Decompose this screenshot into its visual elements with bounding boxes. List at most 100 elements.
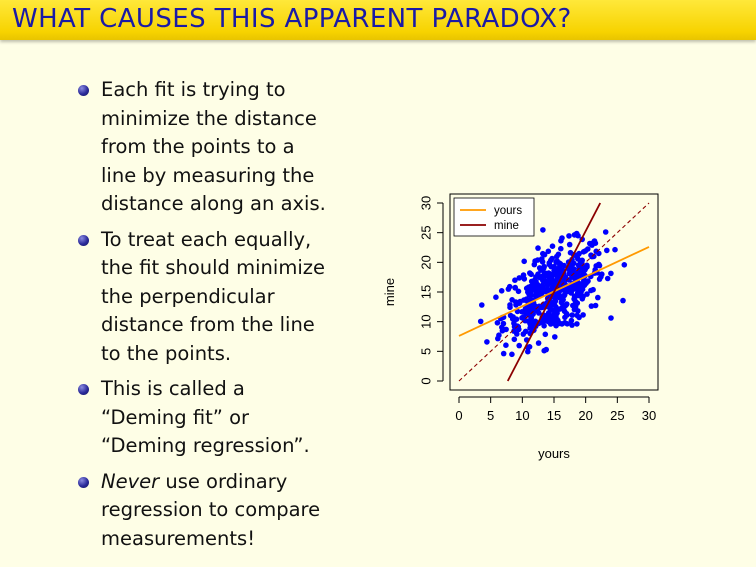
x-tick-label: 20 [578,408,592,423]
data-point [547,280,554,286]
data-point [592,302,599,309]
data-point [552,312,559,318]
data-point [568,317,575,324]
bullet-text: Each fit is trying to minimize the distan… [101,78,326,215]
data-point [559,305,565,312]
data-point [528,323,535,329]
data-point [569,322,575,328]
data-point [538,267,544,273]
data-point [527,304,534,310]
data-point [477,318,484,325]
data-point [578,290,584,296]
data-point [574,300,581,306]
data-point [564,301,570,307]
data-point [575,232,581,239]
data-point [574,321,580,327]
data-point [575,308,581,314]
data-point [591,238,598,244]
y-tick-label: 10 [418,314,433,328]
data-point [541,347,547,354]
data-point [546,261,553,268]
y-axis: 0 5 10 15 20 25 30 [418,196,444,385]
data-point [515,288,522,295]
x-tick-label: 25 [610,408,624,423]
data-point [596,262,603,269]
data-point [535,245,541,251]
y-tick-label: 15 [418,285,433,299]
bullet-text: This is called a “Deming fit” or “Deming r… [101,377,310,457]
bullet-item: To treat each equally, the fit should min… [76,226,356,369]
data-point [621,262,628,268]
data-point [494,320,501,326]
bullet-item: Never use ordinary regression to compare m… [76,468,356,554]
data-point [584,264,590,270]
data-point [542,278,548,284]
data-point [513,299,519,305]
data-point [620,297,626,304]
bullet-icon [78,384,89,395]
data-point [567,288,574,295]
y-tick-label: 20 [418,255,433,269]
data-point [548,307,555,313]
data-point [521,276,528,282]
data-point [612,246,618,253]
bullet-text: Never use ordinary regression to compare m… [101,469,321,550]
data-point [566,266,572,273]
y-tick-label: 30 [418,196,433,210]
x-axis-label: yours [538,446,570,461]
data-point [583,280,589,286]
data-point [528,288,535,294]
data-point [547,316,554,322]
data-point [526,344,533,350]
data-point [591,253,597,260]
data-point [549,243,556,249]
data-point [595,294,601,301]
x-axis: 0 5 10 15 20 25 30 [455,396,656,423]
data-point [509,351,515,358]
data-point [558,245,564,252]
data-point [517,298,523,305]
x-tick-label: 0 [455,408,462,423]
data-point [527,270,533,276]
data-point [493,294,499,300]
data-point [547,321,554,327]
data-point [500,350,507,357]
scatter-chart: 0 5 10 15 20 25 30 0 5 10 15 20 25 30 yours mine your… [382,193,659,461]
data-point [541,263,547,270]
data-point [602,229,609,235]
data-point [566,241,573,248]
plot-frame [449,193,659,391]
data-point [507,302,513,308]
legend-label: mine [494,220,519,232]
data-point [498,288,505,294]
data-point [540,227,546,233]
data-point [503,326,509,333]
data-point [516,275,523,281]
data-point [532,282,538,288]
data-point [484,339,490,345]
bullet-icon [78,85,89,96]
data-point [566,233,572,239]
data-point [555,251,562,258]
data-point [598,274,604,280]
data-point [531,261,538,268]
data-point [562,274,569,280]
data-point [585,246,591,252]
data-point [521,258,527,265]
data-point [511,328,517,334]
x-tick-label: 15 [547,408,561,423]
data-point [512,284,518,291]
data-point [523,311,529,317]
data-point [559,235,565,241]
title-bar: WHAT CAUSES THIS APPARENT PARADOX? [0,0,756,40]
data-point [562,319,568,326]
data-point [580,249,587,255]
data-point [535,271,541,277]
y-tick-label: 5 [418,348,433,355]
data-point [539,256,545,262]
data-point [569,312,575,318]
data-point [576,314,582,321]
data-point [548,257,554,264]
data-point [608,270,614,277]
data-point [573,285,580,292]
